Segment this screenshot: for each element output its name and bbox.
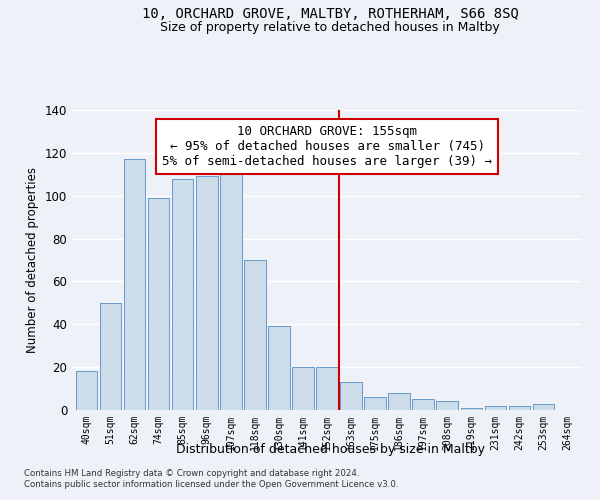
- Bar: [316, 367, 338, 410]
- Bar: [148, 198, 169, 410]
- Bar: [292, 367, 314, 410]
- Bar: [196, 176, 218, 410]
- Y-axis label: Number of detached properties: Number of detached properties: [26, 167, 39, 353]
- Text: 10 ORCHARD GROVE: 155sqm
← 95% of detached houses are smaller (745)
5% of semi-d: 10 ORCHARD GROVE: 155sqm ← 95% of detach…: [162, 125, 492, 168]
- Bar: [485, 406, 506, 410]
- Bar: [100, 303, 121, 410]
- Text: Contains public sector information licensed under the Open Government Licence v3: Contains public sector information licen…: [24, 480, 398, 489]
- Bar: [268, 326, 290, 410]
- Bar: [509, 406, 530, 410]
- Bar: [124, 160, 145, 410]
- Text: 10, ORCHARD GROVE, MALTBY, ROTHERHAM, S66 8SQ: 10, ORCHARD GROVE, MALTBY, ROTHERHAM, S6…: [142, 8, 518, 22]
- Text: Size of property relative to detached houses in Maltby: Size of property relative to detached ho…: [160, 21, 500, 34]
- Bar: [461, 408, 482, 410]
- Text: Contains HM Land Registry data © Crown copyright and database right 2024.: Contains HM Land Registry data © Crown c…: [24, 468, 359, 477]
- Bar: [388, 393, 410, 410]
- Bar: [172, 178, 193, 410]
- Bar: [364, 397, 386, 410]
- Bar: [340, 382, 362, 410]
- Bar: [244, 260, 266, 410]
- Bar: [436, 402, 458, 410]
- Bar: [220, 168, 242, 410]
- Bar: [533, 404, 554, 410]
- Bar: [76, 372, 97, 410]
- Bar: [412, 400, 434, 410]
- Text: Distribution of detached houses by size in Maltby: Distribution of detached houses by size …: [176, 442, 485, 456]
